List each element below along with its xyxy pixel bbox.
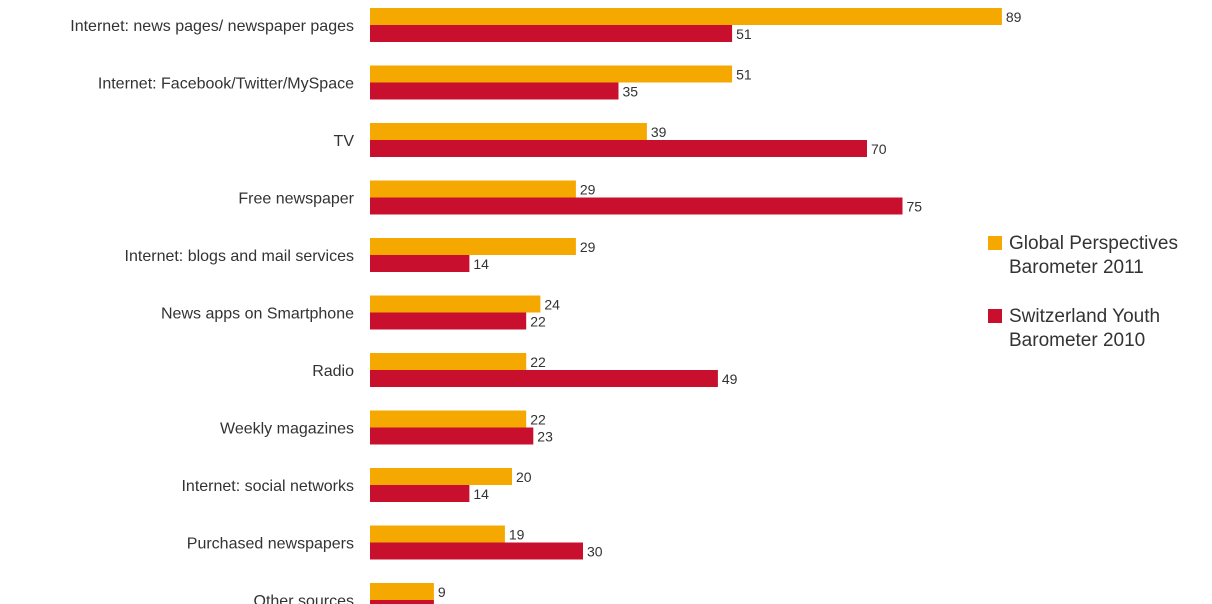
value-label-switzerland-internet-blogs-and-mail-services: 14	[473, 256, 489, 272]
value-label-switzerland-internet-social-networks: 14	[473, 486, 489, 502]
legend-swatch-global	[988, 236, 1002, 250]
bar-switzerland-purchased-newspapers	[370, 542, 583, 560]
value-label-global-news-apps-on-smartphone: 24	[544, 297, 560, 313]
chart-legend: Global Perspectives Barometer 2011 Switz…	[988, 232, 1212, 378]
value-label-switzerland-purchased-newspapers: 30	[587, 544, 603, 560]
category-label-other-sources: Other sources	[254, 593, 354, 604]
bar-switzerland-internet-blogs-and-mail-services	[370, 255, 470, 272]
bar-global-weekly-magazines	[370, 410, 527, 428]
bar-global-tv	[370, 123, 647, 140]
category-label-internet-facebook-twitter-myspace: Internet: Facebook/Twitter/MySpace	[98, 76, 354, 93]
value-label-global-internet-news-pages-newspaper-pages: 89	[1006, 9, 1022, 25]
bar-switzerland-other-sources	[370, 600, 434, 604]
bar-global-free-newspaper	[370, 180, 576, 198]
bar-global-news-apps-on-smartphone	[370, 295, 541, 313]
bar-switzerland-weekly-magazines	[370, 427, 534, 445]
value-label-switzerland-news-apps-on-smartphone: 22	[530, 314, 546, 330]
value-label-switzerland-other-sources: 9	[438, 601, 446, 604]
value-label-global-internet-facebook-twitter-myspace: 51	[736, 67, 752, 83]
category-label-internet-social-networks: Internet: social networks	[181, 478, 354, 495]
category-label-purchased-newspapers: Purchased newspapers	[187, 536, 354, 553]
bar-global-radio	[370, 353, 527, 370]
bar-global-internet-social-networks	[370, 468, 512, 485]
value-label-global-free-newspaper: 29	[580, 182, 596, 198]
bar-global-other-sources	[370, 583, 434, 600]
bar-switzerland-internet-news-pages-newspaper-pages	[370, 25, 733, 42]
legend-label-switzerland: Switzerland Youth Barometer 2010	[1009, 306, 1161, 351]
value-label-switzerland-internet-facebook-twitter-myspace: 35	[623, 84, 639, 100]
value-label-switzerland-weekly-magazines: 23	[537, 429, 553, 445]
value-label-global-radio: 22	[530, 354, 546, 370]
bar-switzerland-free-newspaper	[370, 197, 903, 215]
value-label-global-purchased-newspapers: 19	[509, 527, 525, 543]
value-label-switzerland-free-newspaper: 75	[907, 199, 923, 215]
value-label-global-internet-social-networks: 20	[516, 469, 532, 485]
legend-label-global: Global Perspectives Barometer 2011	[1009, 233, 1178, 278]
bar-global-purchased-newspapers	[370, 525, 505, 543]
bar-global-internet-blogs-and-mail-services	[370, 238, 576, 255]
value-label-global-tv: 39	[651, 124, 667, 140]
category-label-internet-blogs-and-mail-services: Internet: blogs and mail services	[125, 248, 354, 265]
value-label-global-other-sources: 9	[438, 584, 446, 600]
legend-swatch-switzerland	[988, 309, 1002, 323]
value-label-global-internet-blogs-and-mail-services: 29	[580, 239, 596, 255]
value-label-switzerland-internet-news-pages-newspaper-pages: 51	[736, 26, 752, 42]
legend-item-global: Global Perspectives Barometer 2011	[988, 232, 1212, 280]
category-label-tv: TV	[334, 133, 355, 150]
bar-switzerland-internet-facebook-twitter-myspace	[370, 82, 619, 100]
category-label-internet-news-pages-newspaper-pages: Internet: news pages/ newspaper pages	[70, 18, 354, 35]
bar-global-internet-news-pages-newspaper-pages	[370, 8, 1002, 25]
value-label-switzerland-tv: 70	[871, 141, 887, 157]
category-label-news-apps-on-smartphone: News apps on Smartphone	[161, 306, 354, 323]
value-label-switzerland-radio: 49	[722, 371, 738, 387]
category-label-radio: Radio	[312, 363, 354, 380]
bar-switzerland-tv	[370, 140, 867, 157]
category-label-weekly-magazines: Weekly magazines	[220, 421, 354, 438]
legend-item-switzerland: Switzerland Youth Barometer 2010	[988, 305, 1212, 353]
bar-switzerland-radio	[370, 370, 718, 387]
bar-global-internet-facebook-twitter-myspace	[370, 65, 733, 83]
bar-switzerland-news-apps-on-smartphone	[370, 312, 527, 330]
category-label-free-newspaper: Free newspaper	[238, 191, 354, 208]
value-label-global-weekly-magazines: 22	[530, 412, 546, 428]
bar-switzerland-internet-social-networks	[370, 485, 470, 502]
